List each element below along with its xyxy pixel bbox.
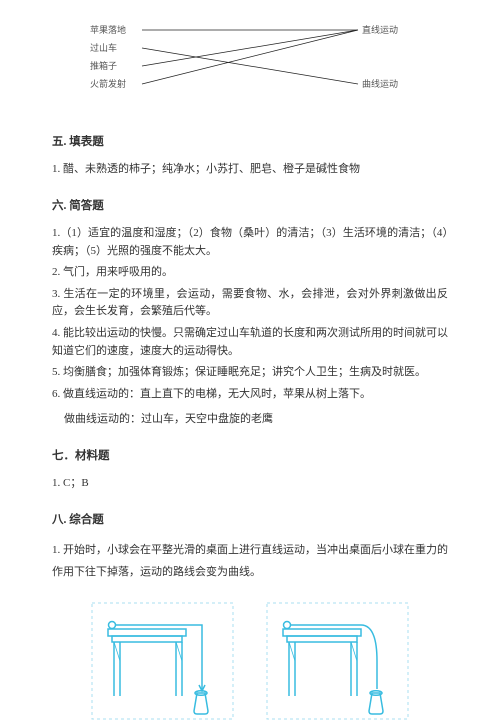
section-5-item-1: 1. 醋、未熟透的柿子；纯净水；小苏打、肥皂、橙子是碱性食物: [52, 161, 448, 179]
matching-svg: 苹果落地过山车推箱子火箭发射 直线运动曲线运动: [82, 20, 402, 96]
section-5-heading: 五. 填表题: [52, 133, 448, 151]
svg-text:曲线运动: 曲线运动: [362, 78, 398, 89]
figure-right-table-ball: [265, 601, 410, 721]
section-6-extra: 做曲线运动的：过山车，天空中盘旋的老鹰: [52, 411, 448, 429]
figure-left-table-ball: [90, 601, 235, 721]
section-6-item-2: 2. 气门，用来呼吸用的。: [52, 264, 448, 282]
svg-text:推箱子: 推箱子: [90, 60, 117, 71]
section-7-heading: 七．材料题: [52, 447, 448, 465]
section-8-heading: 八. 综合题: [52, 511, 448, 529]
section-6-item-6: 6. 做直线运动的：直上直下的电梯，无大风时，苹果从树上落下。: [52, 386, 448, 404]
section-6-item-5: 5. 均衡膳食；加强体育锻炼；保证睡眠充足；讲究个人卫生；生病及时就医。: [52, 364, 448, 382]
section-6-item-4: 4. 能比较出运动的快慢。只需确定过山车轨道的长度和两次测试所用的时间就可以知道…: [52, 325, 448, 360]
section-8-item-1: 1. 开始时，小球会在平整光滑的桌面上进行直线运动，当冲出桌面后小球在重力的作用…: [52, 539, 448, 583]
section-7-item-1: 1. C；B: [52, 475, 448, 493]
section-6-heading: 六. 简答题: [52, 197, 448, 215]
matching-diagram: 苹果落地过山车推箱子火箭发射 直线运动曲线运动: [52, 20, 448, 103]
section-6-item-3: 3. 生活在一定的环境里，会运动，需要食物、水，会排泄，会对外界刺激做出反应，会…: [52, 286, 448, 321]
figure-row: [52, 601, 448, 721]
svg-text:苹果落地: 苹果落地: [90, 24, 126, 35]
svg-text:过山车: 过山车: [90, 42, 117, 53]
section-6-item-1: 1.（1）适宜的温度和湿度；（2）食物（桑叶）的清洁；（3）生活环境的清洁；（4…: [52, 225, 448, 260]
svg-text:直线运动: 直线运动: [362, 24, 398, 35]
svg-text:火箭发射: 火箭发射: [90, 78, 126, 89]
